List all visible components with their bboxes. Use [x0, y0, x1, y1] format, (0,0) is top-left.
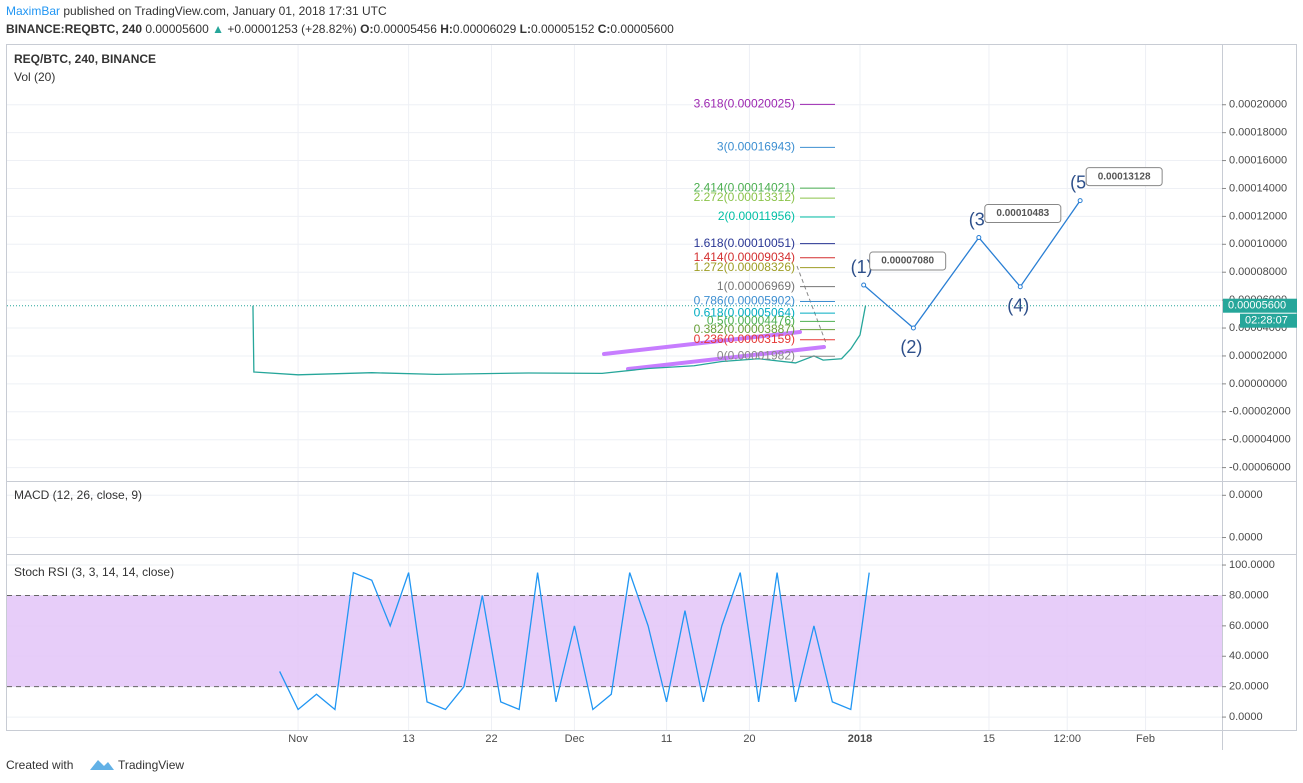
- y-tick-label: 0.00002000: [1229, 350, 1287, 362]
- pane-title: REQ/BTC, 240, BINANCE: [14, 52, 156, 66]
- y-tick-label: 0.00008000: [1229, 266, 1287, 278]
- y-tick-label: 0.00016000: [1229, 154, 1287, 166]
- stoch-line: [279, 571, 870, 711]
- x-tick-label: Dec: [565, 733, 585, 745]
- c-value: 0.00005600: [610, 22, 674, 36]
- l-label: L:: [520, 22, 531, 36]
- y-tick-label: 60.0000: [1229, 620, 1269, 632]
- x-tick-label: 11: [661, 733, 672, 745]
- fib-label: 0(0.00001982): [717, 348, 795, 362]
- y-tick-label: 0.0000: [1229, 489, 1263, 501]
- channel-line: [602, 330, 802, 356]
- y-tick-label: -0.00002000: [1229, 406, 1291, 418]
- fib-label: 0.618(0.00005064): [694, 305, 795, 319]
- y-tick-label: 0.00012000: [1229, 210, 1287, 222]
- up-arrow: ▲: [212, 22, 224, 36]
- wave-point: [861, 282, 867, 288]
- x-tick-label: 20: [743, 733, 755, 745]
- channel-line: [626, 345, 826, 371]
- y-tick-label: 80.0000: [1229, 589, 1269, 601]
- countdown: 02:28:07: [1245, 315, 1288, 327]
- author[interactable]: MaximBar: [6, 4, 60, 18]
- y-tick-label: 0.00000000: [1229, 378, 1287, 390]
- y-tick-label: 0.0000: [1229, 531, 1263, 543]
- o-label: O:: [360, 22, 373, 36]
- callout-label: 0.00007080: [881, 256, 934, 267]
- symbol: BINANCE:REQBTC, 240: [6, 22, 142, 36]
- macd-title: MACD (12, 26, close, 9): [14, 488, 142, 502]
- header-line: MaximBar published on TradingView.com, J…: [6, 4, 387, 18]
- symbol-line: BINANCE:REQBTC, 240 0.00005600 ▲ +0.0000…: [6, 22, 674, 36]
- y-tick-label: 20.0000: [1229, 681, 1269, 693]
- change: +0.00001253 (+28.82%): [227, 22, 356, 36]
- wave-label: (4): [1007, 295, 1029, 315]
- callout-label: 0.00010483: [996, 208, 1049, 219]
- c-label: C:: [598, 22, 611, 36]
- o-value: 0.00005456: [374, 22, 438, 36]
- fib-label: 0.786(0.00005902): [694, 294, 795, 308]
- wave-point: [1017, 284, 1023, 290]
- callout-box: [984, 204, 1062, 224]
- wave-label: (5: [1070, 172, 1086, 192]
- chart-frame: [6, 44, 1297, 731]
- x-tick-label: 13: [402, 733, 414, 745]
- x-tick-label: Nov: [288, 733, 308, 745]
- fib-label: 0.382(0.00003887): [694, 322, 795, 336]
- x-tick-label: 2018: [848, 733, 872, 745]
- fib-label: 1.618(0.00010051): [694, 236, 795, 250]
- h-value: 0.00006029: [453, 22, 517, 36]
- countdown-box: [1240, 313, 1297, 328]
- fib-label: 2.414(0.00014021): [694, 180, 795, 194]
- wave-point: [1077, 198, 1083, 204]
- fib-label: 1(0.00006969): [717, 279, 795, 293]
- x-tick-label: 12:00: [1053, 733, 1081, 745]
- y-tick-label: -0.00006000: [1229, 462, 1291, 474]
- footer-created: Created with: [6, 758, 73, 772]
- y-tick-label: -0.00004000: [1229, 434, 1291, 446]
- y-tick-label: 0.00010000: [1229, 238, 1287, 250]
- price-line: [252, 305, 867, 376]
- x-tick-label: 22: [485, 733, 497, 745]
- fib-label: 0.5(0.00004476): [707, 314, 795, 328]
- published: published on TradingView.com, January 01…: [63, 4, 387, 18]
- wave-label: (3: [969, 209, 985, 229]
- l-value: 0.00005152: [531, 22, 595, 36]
- h-label: H:: [440, 22, 453, 36]
- fib-label: 3.618(0.00020025): [694, 97, 795, 111]
- y-tick-label: 0.00020000: [1229, 99, 1287, 111]
- callout-box: [1085, 167, 1163, 187]
- stoch-title: Stoch RSI (3, 3, 14, 14, close): [14, 565, 174, 579]
- fib-label: 0.236(0.00003159): [694, 332, 795, 346]
- y-tick-label: 0.00018000: [1229, 127, 1287, 139]
- brand-logo: [90, 760, 114, 770]
- y-tick-label: 0.00014000: [1229, 182, 1287, 194]
- volume-label: Vol (20): [14, 70, 55, 84]
- wave-point: [910, 325, 916, 331]
- fib-label: 1.272(0.00008326): [694, 260, 795, 274]
- y-tick-label: 40.0000: [1229, 650, 1269, 662]
- last-price-box: [1223, 298, 1297, 313]
- footer-brand[interactable]: TradingView: [118, 758, 184, 772]
- fib-label: 2.272(0.00013312): [694, 190, 795, 204]
- wave-label: (2): [900, 337, 922, 357]
- wave-point: [976, 235, 982, 241]
- y-tick-label: 100.0000: [1229, 559, 1275, 571]
- callout-label: 0.00013128: [1098, 171, 1151, 182]
- y-tick-label: 0.0000: [1229, 711, 1263, 723]
- fib-label: 1.414(0.00009034): [694, 250, 795, 264]
- x-tick-label: 15: [983, 733, 995, 745]
- wave-label: (1): [851, 257, 873, 277]
- fib-label: 3(0.00016943): [717, 140, 795, 154]
- fib-label: 2(0.00011956): [718, 209, 795, 223]
- callout-box: [869, 251, 947, 271]
- last-price-label: 0.00005600: [1228, 300, 1286, 312]
- price: 0.00005600: [145, 22, 209, 36]
- x-tick-label: Feb: [1136, 733, 1155, 745]
